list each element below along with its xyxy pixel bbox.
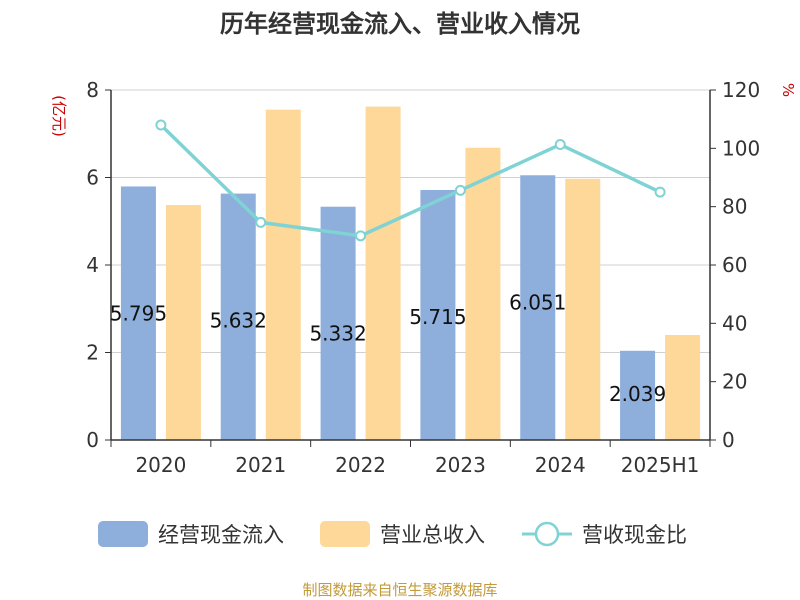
left-tick-label: 2 <box>86 341 99 365</box>
bar-cash-inflow <box>320 206 356 440</box>
line-point <box>255 216 267 228</box>
left-tick-label: 8 <box>86 78 99 102</box>
line-point <box>355 230 367 242</box>
data-label: 5.332 <box>309 322 366 346</box>
bar-revenue <box>565 178 601 440</box>
left-tick-label: 4 <box>86 253 99 277</box>
bar-cash-inflow <box>120 186 156 440</box>
line-ratio <box>159 123 661 238</box>
left-tick-label: 0 <box>86 428 99 452</box>
bar-cash-inflow <box>620 350 656 440</box>
legend: 经营现金流入 营业总收入 营收现金比 <box>98 521 687 547</box>
line-point <box>155 119 167 131</box>
x-tick-label: 2023 <box>435 453 486 477</box>
line-point <box>654 186 666 198</box>
bar-cash-inflow <box>420 189 456 440</box>
bar-revenue <box>665 335 701 440</box>
left-tick-label: 6 <box>86 166 99 190</box>
data-label: 5.632 <box>210 309 267 333</box>
data-label-layer: 5.795 5.632 5.332 5.715 6.051 2.039 <box>110 290 666 406</box>
x-tick-label: 2021 <box>235 453 286 477</box>
bar-cash-inflow <box>220 193 256 440</box>
legend-swatch <box>320 521 370 547</box>
chart-title: 历年经营现金流入、营业收入情况 <box>220 10 580 38</box>
bar-revenue <box>165 205 201 440</box>
legend-swatch <box>98 521 148 547</box>
right-tick-label: 60 <box>722 253 747 277</box>
legend-marker <box>534 521 560 547</box>
line-point <box>554 139 566 151</box>
data-label: 5.795 <box>110 301 167 325</box>
left-axis-unit: (亿元) <box>50 95 68 137</box>
line-layer <box>155 119 666 242</box>
bar-revenue <box>465 147 501 440</box>
grid-lines <box>111 89 710 353</box>
x-tick-label: 2024 <box>535 453 586 477</box>
x-tick-label: 2020 <box>135 453 186 477</box>
source-note: 制图数据来自恒生聚源数据库 <box>302 581 497 599</box>
right-tick-label: 0 <box>722 428 735 452</box>
line-point <box>454 184 466 196</box>
right-tick-label: 40 <box>722 311 747 335</box>
bar-cash-inflow <box>520 175 556 441</box>
x-tick-label: 2022 <box>335 453 386 477</box>
x-tick-label: 2025H1 <box>621 453 700 477</box>
data-label: 6.051 <box>509 290 566 314</box>
data-label: 2.039 <box>609 382 666 406</box>
bar-revenue <box>265 109 301 440</box>
data-label: 5.715 <box>409 305 466 329</box>
right-tick-label: 100 <box>722 136 760 160</box>
right-axis-unit: % <box>779 83 797 97</box>
right-tick-label: 20 <box>722 370 747 394</box>
right-tick-label: 120 <box>722 78 760 102</box>
legend-label: 经营现金流入 <box>158 523 284 547</box>
bar-revenue <box>365 106 401 440</box>
legend-label: 营收现金比 <box>582 523 687 547</box>
bar-layer <box>120 106 701 441</box>
right-tick-label: 80 <box>722 195 747 219</box>
legend-label: 营业总收入 <box>380 523 485 547</box>
